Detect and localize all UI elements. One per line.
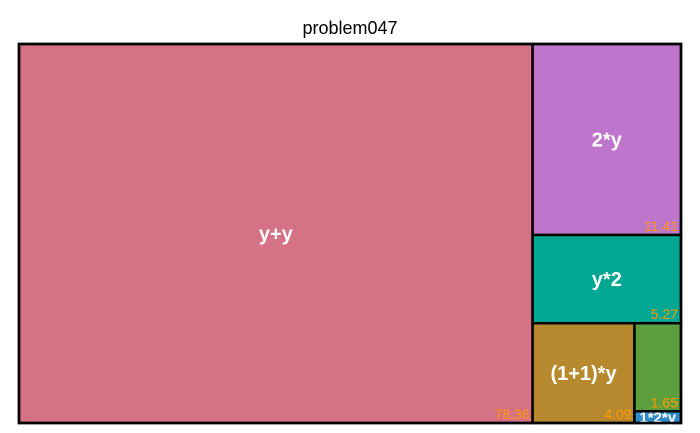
treemap-cell-label: (1+1)*y: [550, 363, 617, 385]
treemap-cell-label: y+y: [259, 224, 294, 246]
treemap-cell-rect: [531, 42, 683, 237]
treemap-cell-value: 1.65: [651, 394, 678, 410]
treemap-cell-value: 78.36: [495, 406, 530, 422]
treemap-cell: (1+1)*y 4.09: [531, 321, 636, 425]
treemap-cell: 1.65: [633, 321, 683, 413]
treemap-cell-value: 5.27: [651, 306, 678, 322]
chart-title: problem047: [302, 18, 397, 38]
treemap-cell: 2*y 11.41: [531, 42, 683, 237]
treemap-outer-border: [17, 42, 683, 425]
treemap-cell-value: 11.41: [644, 218, 678, 234]
treemap-cell-label: y*2: [592, 269, 622, 291]
treemap-cell: y*2 5.27: [531, 233, 683, 325]
treemap-cells: y+y78.362*y11.41y*25.27(1+1)*y4.091.651*…: [17, 42, 683, 426]
treemap-cell-label: 2*y: [592, 130, 623, 152]
treemap-cell-value: 4.09: [604, 406, 631, 422]
treemap-cell: y+y 78.36: [17, 42, 534, 425]
treemap-cell-rect: [17, 42, 534, 425]
